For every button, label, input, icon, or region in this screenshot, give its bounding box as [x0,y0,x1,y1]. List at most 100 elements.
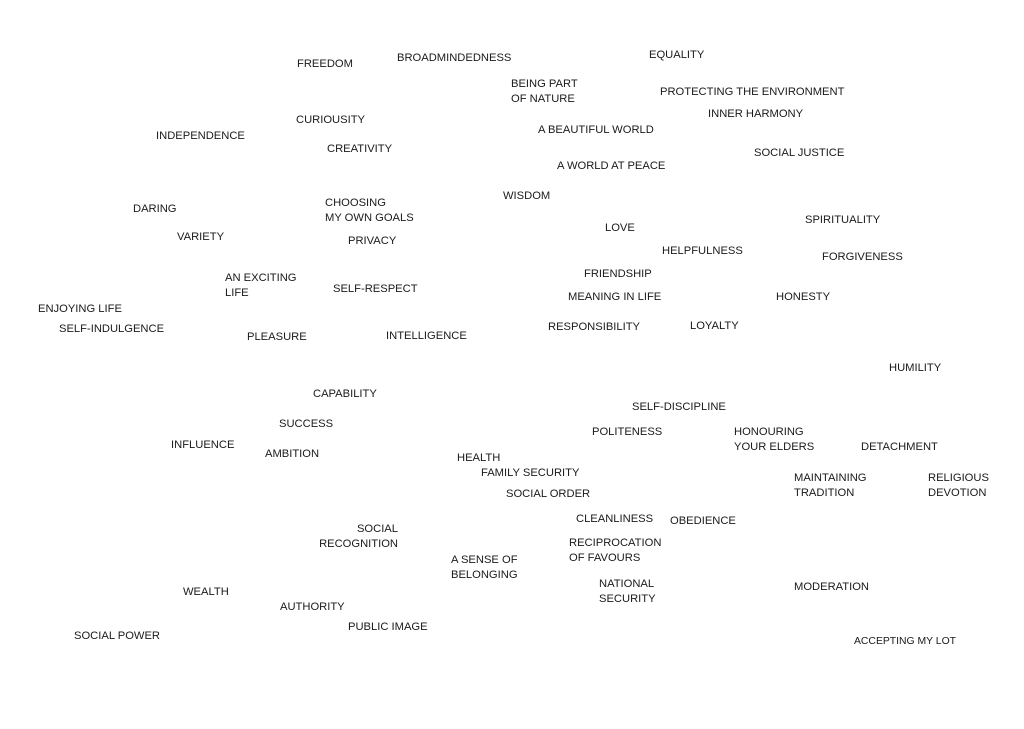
label-line: MAINTAINING [794,472,867,484]
value-label: NATIONAL SECURITY [599,578,656,605]
label-line: HEALTH [457,452,500,464]
value-label: FREEDOM [297,58,353,70]
value-label: ENJOYING LIFE [38,303,122,315]
label-line: ACCEPTING MY LOT [854,636,957,647]
value-label: CLEANLINESS [576,513,653,525]
value-label: SELF-INDULGENCE [59,323,164,335]
value-label: FORGIVENESS [822,251,903,263]
value-label: SELF-RESPECT [333,283,418,295]
label-line: RECIPROCATION [569,537,661,549]
value-label: VARIETY [177,231,225,243]
label-line: FREEDOM [297,58,353,70]
value-label: CHOOSING MY OWN GOALS [325,197,414,224]
value-label: INFLUENCE [171,439,234,451]
label-line: AUTHORITY [280,601,345,613]
value-label: OBEDIENCE [670,515,736,527]
label-line: CREATIVITY [327,143,393,155]
value-label: WEALTH [183,586,229,598]
label-line: WISDOM [503,190,550,202]
value-label: SUCCESS [279,418,333,430]
label-line: LOYALTY [690,320,739,332]
value-label: DETACHMENT [861,441,938,453]
label-line: PRIVACY [348,235,397,247]
label-line: OF FAVOURS [569,552,640,564]
label-line: SOCIAL POWER [74,630,160,642]
value-label: SOCIAL JUSTICE [754,147,844,159]
label-line: HONESTY [776,291,831,303]
label-line: INDEPENDENCE [156,130,245,142]
value-label: MODERATION [794,581,869,593]
value-label: HUMILITY [889,362,942,374]
value-label: PLEASURE [247,331,307,343]
value-label: A SENSE OF BELONGING [451,554,518,581]
value-label: SOCIAL POWER [74,630,160,642]
value-label: INTELLIGENCE [386,330,467,342]
value-label: A WORLD AT PEACE [557,160,665,172]
label-line: SOCIAL ORDER [506,488,590,500]
label-line: BEING PART [511,78,578,90]
value-label: LOYALTY [690,320,739,332]
label-line: SPIRITUALITY [805,214,881,226]
label-line: MEANING IN LIFE [568,291,661,303]
label-line: RELIGIOUS [928,472,989,484]
value-label: LOVE [605,222,635,234]
value-label: DARING [133,203,177,215]
label-line: LIFE [225,287,249,299]
value-label: SOCIAL ORDER [506,488,590,500]
label-line: PUBLIC IMAGE [348,621,428,633]
label-line: INFLUENCE [171,439,234,451]
label-line: YOUR ELDERS [734,441,814,453]
value-label: BROADMINDEDNESS [397,52,511,64]
label-line: CURIOUSITY [296,114,366,126]
label-line: A SENSE OF [451,554,518,566]
label-line: HONOURING [734,426,804,438]
label-line: AMBITION [265,448,319,460]
label-line: VARIETY [177,231,225,243]
value-label: FAMILY SECURITY [481,467,580,479]
value-label: RELIGIOUS DEVOTION [928,472,989,499]
label-line: DEVOTION [928,487,986,499]
value-label: INNER HARMONY [708,108,804,120]
value-label: RECIPROCATION OF FAVOURS [569,537,661,564]
label-line: WEALTH [183,586,229,598]
label-line: A WORLD AT PEACE [557,160,665,172]
label-line: SELF-RESPECT [333,283,418,295]
label-line: CLEANLINESS [576,513,653,525]
value-label: POLITENESS [592,426,662,438]
value-label: PUBLIC IMAGE [348,621,428,633]
value-label: ACCEPTING MY LOT [854,636,957,647]
value-label: CURIOUSITY [296,114,366,126]
label-line: FAMILY SECURITY [481,467,580,479]
value-label: PRIVACY [348,235,397,247]
label-line: DARING [133,203,177,215]
value-label: INDEPENDENCE [156,130,245,142]
label-line: EQUALITY [649,49,705,61]
label-line: HELPFULNESS [662,245,743,257]
label-line: BROADMINDEDNESS [397,52,511,64]
label-line: SELF-DISCIPLINE [632,401,726,413]
label-line: RESPONSIBILITY [548,321,641,333]
value-label: CREATIVITY [327,143,393,155]
label-line: A BEAUTIFUL WORLD [538,124,654,136]
value-label: WISDOM [503,190,550,202]
label-line: PROTECTING THE ENVIRONMENT [660,86,845,98]
label-line: TRADITION [794,487,854,499]
value-label: MEANING IN LIFE [568,291,661,303]
label-line: INNER HARMONY [708,108,804,120]
value-label: SELF-DISCIPLINE [632,401,726,413]
value-label: AMBITION [265,448,319,460]
value-label: PROTECTING THE ENVIRONMENT [660,86,845,98]
value-label: HEALTH [457,452,500,464]
label-line: LOVE [605,222,635,234]
label-line: RECOGNITION [319,538,398,550]
label-line: NATIONAL [599,578,654,590]
label-line: INTELLIGENCE [386,330,467,342]
value-label: HELPFULNESS [662,245,743,257]
label-line: SUCCESS [279,418,333,430]
value-label: SPIRITUALITY [805,214,881,226]
label-line: SELF-INDULGENCE [59,323,164,335]
label-line: MY OWN GOALS [325,212,414,224]
value-label: RESPONSIBILITY [548,321,641,333]
